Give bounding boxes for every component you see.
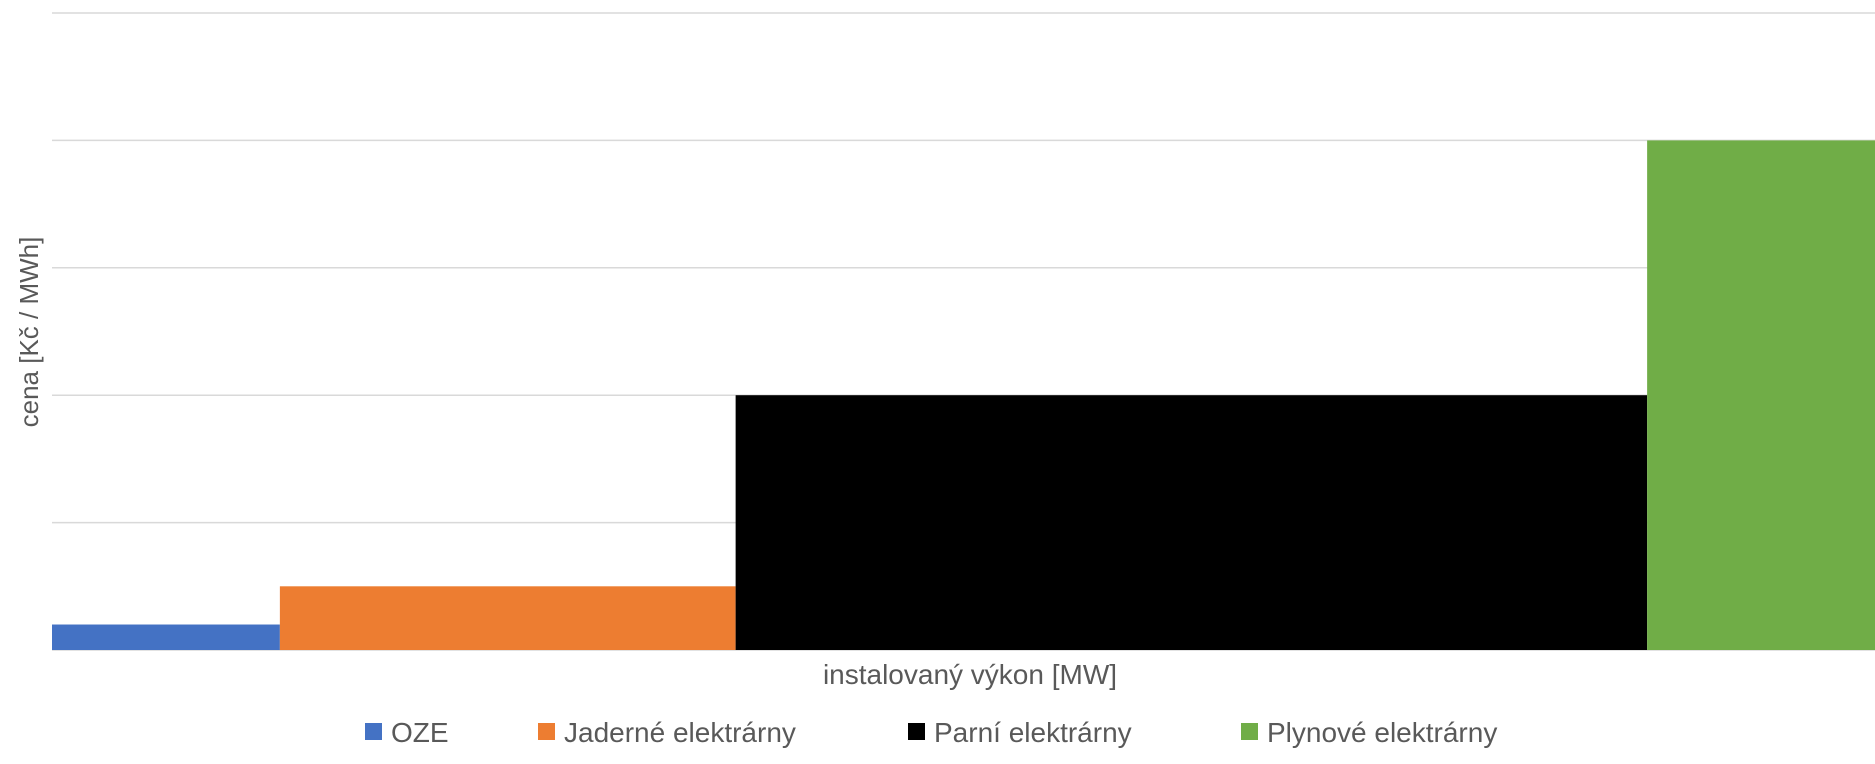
x-axis-label: instalovaný výkon [MW] [823, 659, 1117, 690]
legend-item-3: Parní elektrárny [908, 717, 1132, 748]
legend-item-4: Plynové elektrárny [1241, 717, 1497, 748]
y-axis-label: cena [Kč / MWh] [14, 237, 44, 428]
bar-2 [279, 586, 736, 650]
legend-item-2: Jaderné elektrárny [538, 717, 796, 748]
bar-1 [52, 624, 280, 650]
bar-4 [1647, 140, 1875, 650]
legend-item-1: OZE [365, 717, 449, 748]
legend-label: Parní elektrárny [934, 717, 1132, 748]
legend-label: Plynové elektrárny [1267, 717, 1497, 748]
legend-label: Jaderné elektrárny [564, 717, 796, 748]
bars [52, 140, 1875, 650]
legend-swatch [365, 723, 382, 740]
legend-swatch [1241, 723, 1258, 740]
bar-3 [735, 395, 1648, 650]
legend-swatch [908, 723, 925, 740]
legend-swatch [538, 723, 555, 740]
legend: OZE Jaderné elektrárny Parní elektrárny Ply… [365, 717, 1497, 748]
legend-label: OZE [391, 717, 449, 748]
